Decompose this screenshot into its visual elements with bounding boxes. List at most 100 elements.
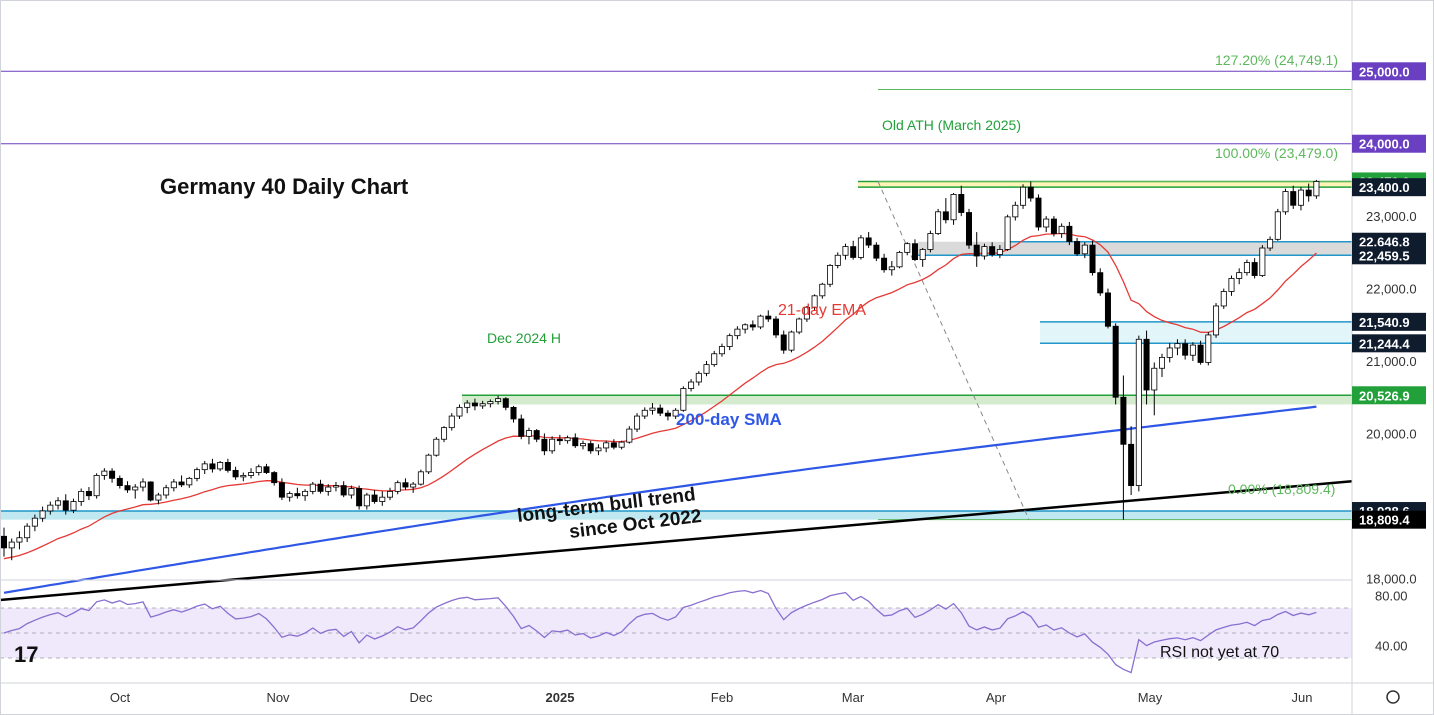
candle-body <box>1020 186 1027 206</box>
rsi-note: RSI not yet at 70 <box>1160 644 1279 661</box>
candle-body <box>950 194 957 221</box>
candle-body <box>1305 189 1312 197</box>
candle-body <box>1228 278 1235 292</box>
candle-body <box>780 334 787 351</box>
y-tick-label: 23,000.0 <box>1366 209 1417 224</box>
candle-body <box>1243 262 1250 274</box>
candle-body <box>888 266 895 271</box>
candle-body <box>124 485 131 491</box>
price-label: 21,540.9 <box>1352 312 1426 331</box>
candle-body <box>595 447 602 452</box>
candle-body <box>711 353 718 366</box>
fib-connector <box>877 181 1030 520</box>
candle-body <box>1197 344 1204 363</box>
candle-body <box>1089 244 1096 274</box>
candle-body <box>356 488 363 507</box>
candle-body <box>1027 186 1034 199</box>
candle-body <box>1259 247 1266 276</box>
candle-body <box>788 331 795 351</box>
candle-body <box>1112 325 1119 398</box>
candle-body <box>1066 225 1073 242</box>
candle-body <box>664 412 671 417</box>
price-label-bg <box>1352 178 1426 197</box>
price-label-text: 21,244.4 <box>1359 336 1410 351</box>
candle-body <box>132 486 139 491</box>
candle-body <box>973 244 980 257</box>
candle-body <box>1074 241 1081 255</box>
candlesticks <box>0 179 1320 561</box>
candle-body <box>1313 181 1320 197</box>
candle-body <box>186 477 193 486</box>
x-tick-label: Oct <box>110 690 131 705</box>
candle-body <box>811 295 818 308</box>
candle-body <box>1236 272 1243 279</box>
candle-body <box>1151 367 1158 391</box>
candle-body <box>417 471 424 485</box>
price-label-text: 24,000.0 <box>1359 137 1410 152</box>
candle-body <box>989 246 996 255</box>
fib-0-label: 0.00% (18,809.4) <box>1228 481 1335 497</box>
price-label: 22,459.5 <box>1352 246 1426 265</box>
candle-body <box>657 407 664 414</box>
candle-body <box>896 251 903 268</box>
candle-body <box>1035 197 1042 228</box>
candle-body <box>742 324 749 330</box>
rsi-pane: RSI not yet at 70 17 <box>0 589 1352 674</box>
price-label: 18,809.4 <box>1352 510 1426 529</box>
candle-body <box>1159 356 1166 369</box>
price-label-text: 22,459.5 <box>1359 248 1410 263</box>
candle-body <box>201 463 208 471</box>
moving-averages <box>3 232 1317 594</box>
candle-body <box>1050 218 1057 234</box>
candle-body <box>525 430 532 437</box>
zone-band-2 <box>1040 321 1352 344</box>
settings-icon <box>1386 690 1400 704</box>
candle-body <box>217 462 224 470</box>
candle-body <box>1205 334 1212 363</box>
candle-body <box>425 454 432 473</box>
candle-body <box>278 482 285 498</box>
candle-body <box>78 490 85 502</box>
candle-body <box>911 243 918 261</box>
candle-body <box>286 493 293 498</box>
candle-body <box>456 406 463 417</box>
candle-body <box>881 257 888 271</box>
candle-body <box>302 490 309 497</box>
candle-body <box>966 212 973 246</box>
candle-body <box>857 237 864 258</box>
fib-127-label: 127.20% (24,749.1) <box>1215 52 1338 68</box>
candle-body <box>317 483 324 492</box>
candle-body <box>803 307 810 320</box>
price-label-bg <box>1352 386 1426 405</box>
price-label-text: 18,809.4 <box>1359 513 1410 528</box>
tradingview-logo-icon: 17 <box>14 642 38 667</box>
old-ath-label: Old ATH (March 2025) <box>882 117 1021 133</box>
candle-body <box>116 477 123 486</box>
candle-body <box>1143 338 1150 391</box>
price-label: 22,646.8 <box>1352 232 1426 251</box>
candle-body <box>726 335 733 347</box>
y-tick-label: 20,000.0 <box>1366 426 1417 441</box>
rsi-line <box>3 589 1317 674</box>
candle-body <box>1297 189 1304 206</box>
candle-body <box>873 244 880 259</box>
zone-band-3 <box>462 395 1352 405</box>
candle-body <box>1128 443 1135 486</box>
x-tick-label: Mar <box>842 690 865 705</box>
price-label-bg <box>1352 232 1426 251</box>
candle-body <box>850 246 857 258</box>
candle-body <box>641 409 648 417</box>
candle-body <box>448 415 455 429</box>
candle-body <box>533 430 540 440</box>
sma-200-line <box>3 405 1317 594</box>
candle-body <box>70 501 77 511</box>
price-label: 24,000.0 <box>1352 134 1426 153</box>
candle-body <box>340 485 347 496</box>
candle-body <box>757 315 764 328</box>
candle-body <box>1267 238 1274 249</box>
candle-body <box>371 494 378 502</box>
candle-body <box>935 211 942 234</box>
candle-body <box>541 438 548 452</box>
candle-body <box>255 466 262 473</box>
candle-body <box>718 346 725 355</box>
